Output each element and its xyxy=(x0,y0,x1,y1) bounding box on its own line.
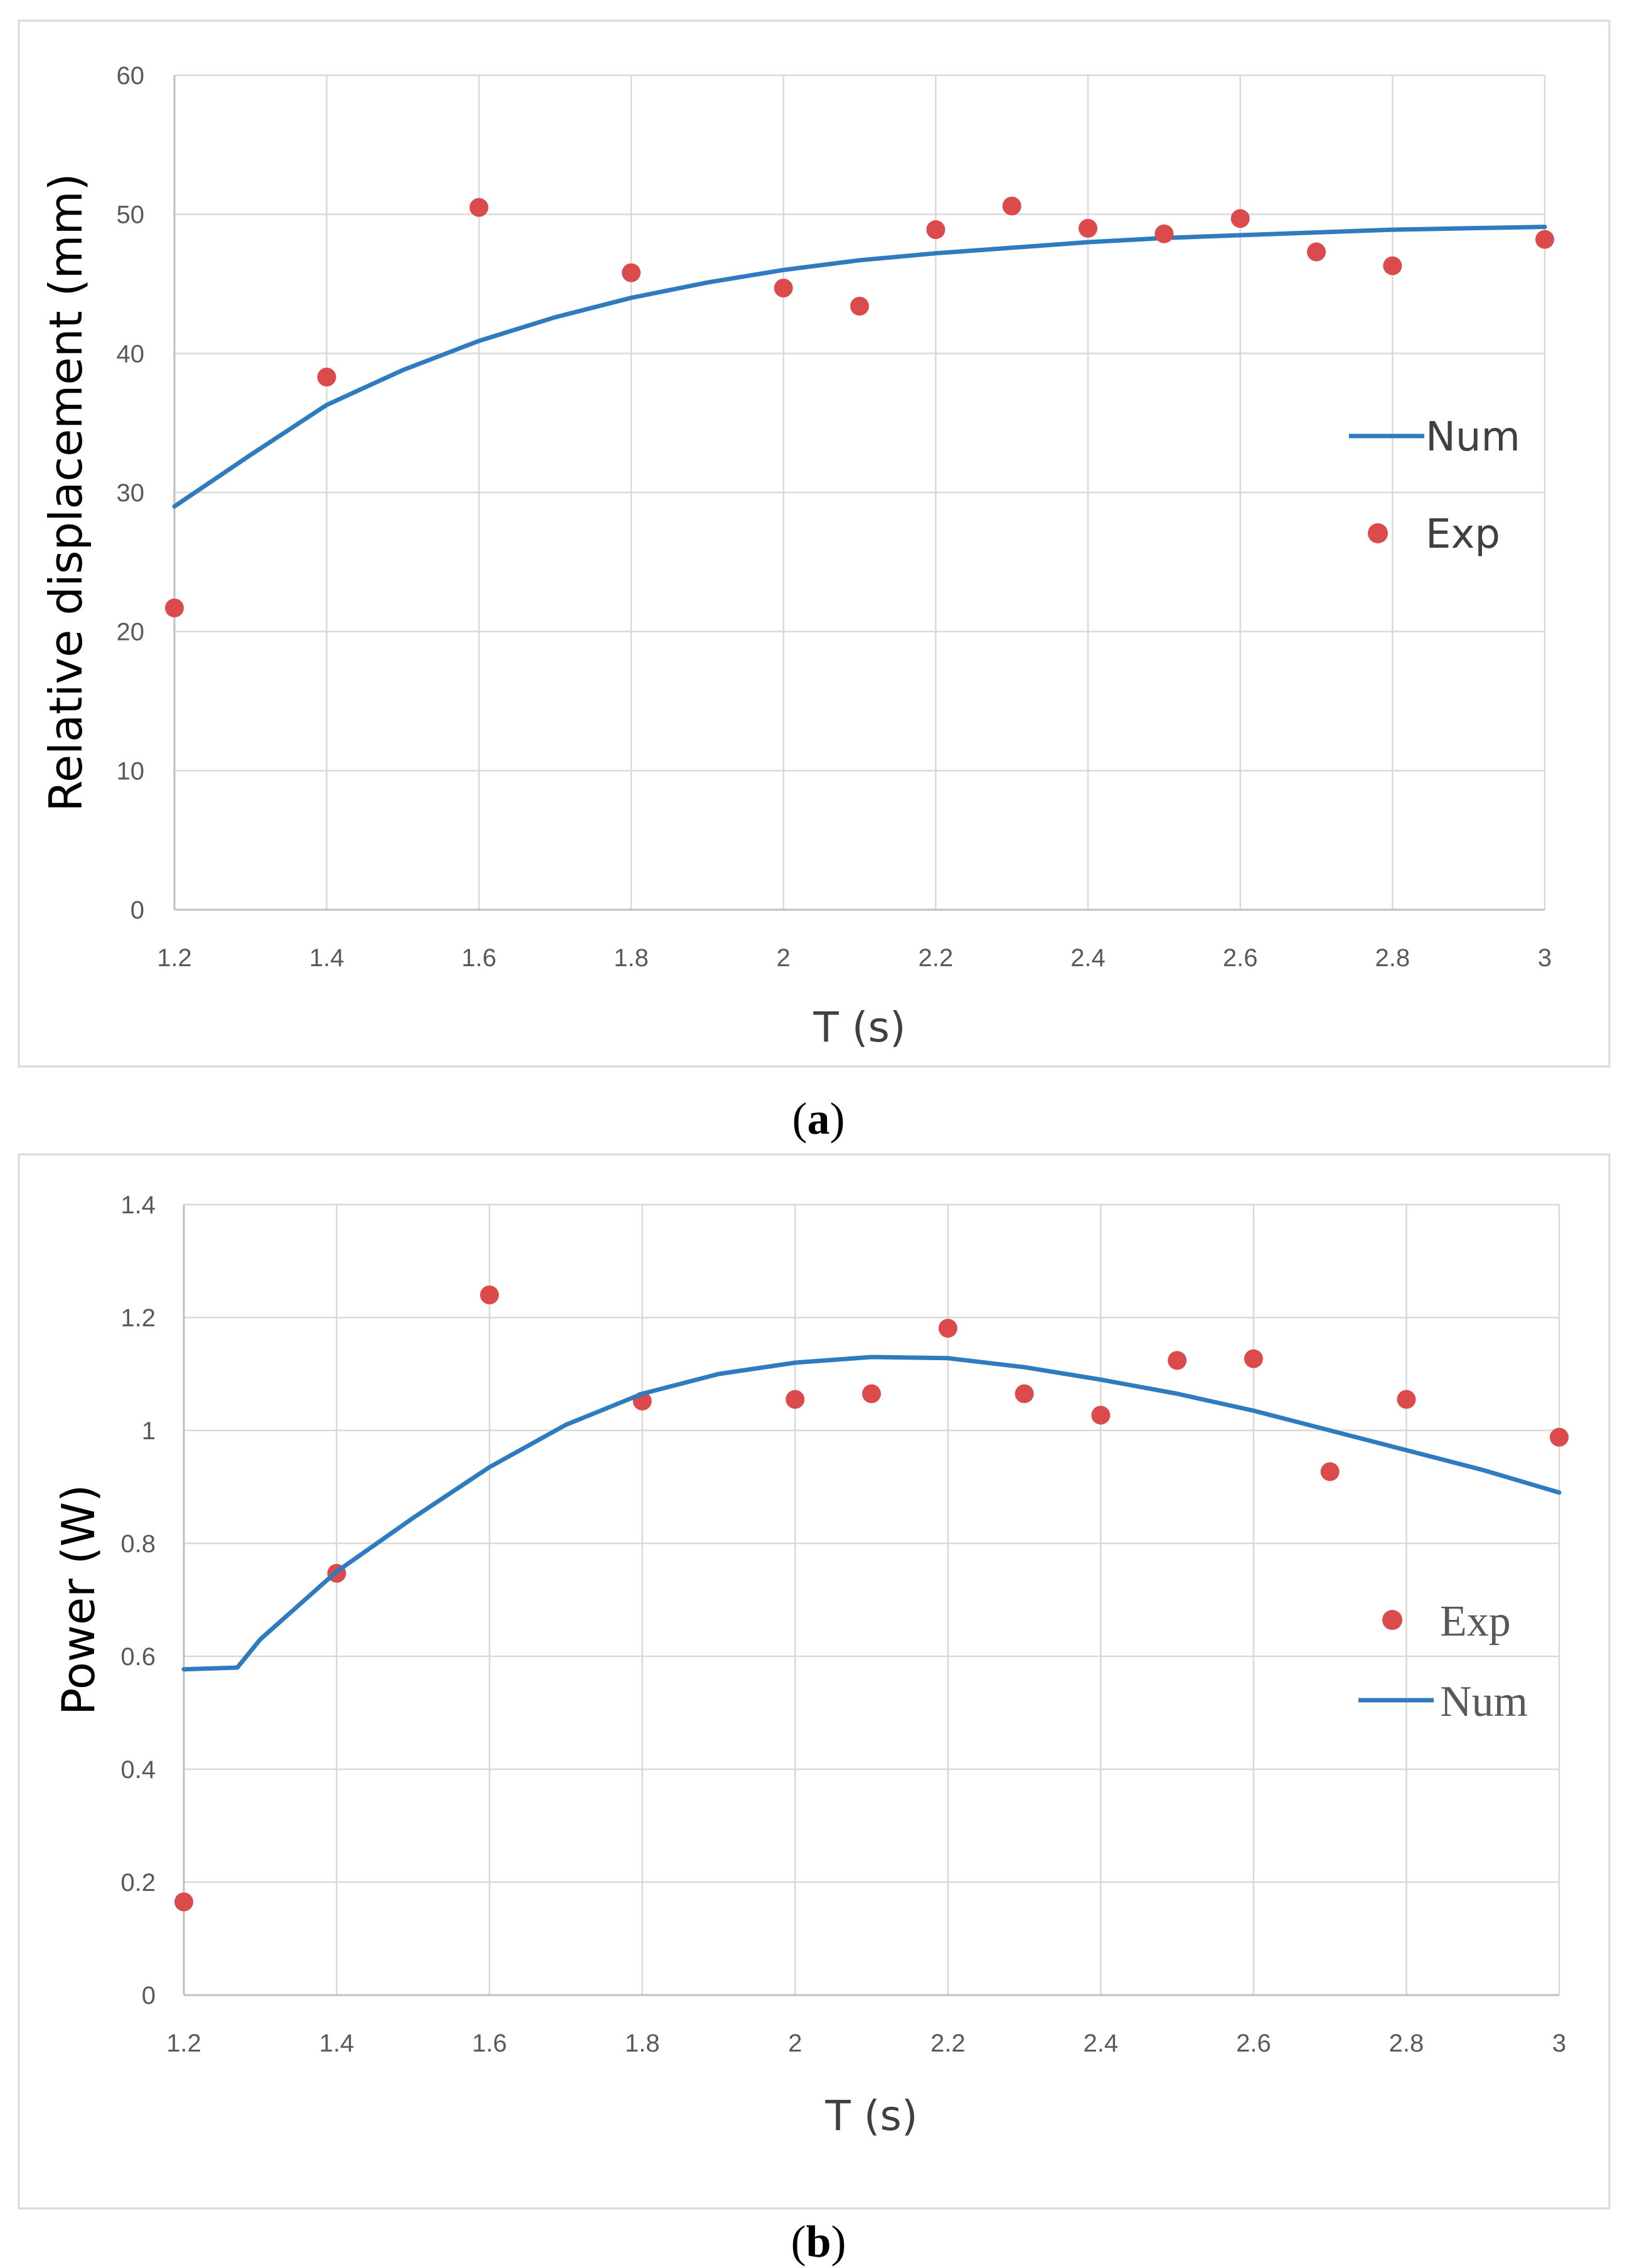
y-tick-label: 0.6 xyxy=(120,1643,156,1671)
y-tick-label: 50 xyxy=(117,201,145,229)
x-tick-label: 1.8 xyxy=(625,2030,660,2057)
x-tick-label: 1.8 xyxy=(614,944,649,972)
y-tick-label: 0 xyxy=(142,1982,156,2010)
data-point-exp xyxy=(926,220,946,240)
data-point-exp xyxy=(1535,230,1554,249)
x-tick-label: 1.4 xyxy=(319,2030,355,2057)
legend-swatch-exp xyxy=(1368,523,1388,543)
y-tick-label: 20 xyxy=(117,619,145,646)
data-point-exp xyxy=(1320,1462,1340,1481)
legend-label-num: Num xyxy=(1426,414,1520,461)
chart-frame xyxy=(18,1153,1611,2210)
y-tick-label: 0 xyxy=(131,897,144,924)
y-tick-label: 1.2 xyxy=(120,1304,156,1332)
x-tick-label: 1.6 xyxy=(472,2030,507,2057)
x-tick-label: 2.4 xyxy=(1084,2030,1119,2057)
y-axis-title: Power (W) xyxy=(52,1484,105,1715)
x-tick-label: 1.2 xyxy=(166,2030,201,2057)
power-chart: 0 0.2 0.4 0.6 0.8 1 1.2 1.4 1.2 1.4 1.6 1.8 2 2.2 2.4 2… xyxy=(18,1153,1611,2210)
x-tick-label: 1.6 xyxy=(462,944,497,972)
x-tick-label: 2.8 xyxy=(1389,2030,1424,2057)
data-point-exp xyxy=(786,1390,805,1409)
y-tick-label: 10 xyxy=(117,757,145,785)
data-point-exp xyxy=(1383,256,1402,275)
data-point-exp xyxy=(1154,224,1174,243)
x-tick-label: 2.6 xyxy=(1236,2030,1271,2057)
x-tick-label: 2.6 xyxy=(1223,944,1258,972)
x-axis-title: T (s) xyxy=(824,2092,917,2140)
data-point-exp xyxy=(469,198,489,217)
displacement-chart: 0 10 20 30 40 50 60 1.2 1.4 1.6 1.8 2 2.2 2.4 2.6 2.8 3 T… xyxy=(18,19,1611,1068)
y-tick-label: 0.8 xyxy=(120,1530,156,1558)
data-point-exp xyxy=(1015,1384,1034,1403)
data-point-exp xyxy=(317,368,336,387)
x-tick-label: 2 xyxy=(788,2030,802,2057)
data-point-exp xyxy=(938,1319,957,1338)
caption-b: (b) xyxy=(791,2217,846,2267)
x-tick-label: 2.2 xyxy=(930,2030,966,2057)
data-point-exp xyxy=(1079,218,1097,238)
y-tick-label: 0.4 xyxy=(120,1756,156,1784)
x-tick-label: 2.4 xyxy=(1070,944,1106,972)
chart-panel-b: 0 0.2 0.4 0.6 0.8 1 1.2 1.4 1.2 1.4 1.6 1.8 2 2.2 2.4 2… xyxy=(0,1136,1637,2267)
data-point-exp xyxy=(850,296,869,316)
data-point-exp xyxy=(174,1892,193,1912)
data-point-exp xyxy=(1550,1427,1569,1447)
data-point-exp xyxy=(1091,1405,1111,1425)
x-tick-label: 2.8 xyxy=(1375,944,1410,972)
x-tick-label: 1.4 xyxy=(309,944,344,972)
y-tick-label: 40 xyxy=(117,340,145,368)
chart-panel-a: 0 10 20 30 40 50 60 1.2 1.4 1.6 1.8 2 2.2 2.4 2.6 2.8 3 T… xyxy=(18,19,1611,1144)
x-tick-label: 3 xyxy=(1538,944,1552,972)
x-tick-label: 1.2 xyxy=(157,944,192,972)
data-point-exp xyxy=(165,598,184,617)
data-point-exp xyxy=(1397,1390,1416,1409)
data-point-exp xyxy=(1307,242,1326,262)
y-tick-label: 1.4 xyxy=(120,1191,156,1219)
y-tick-label: 0.2 xyxy=(120,1869,156,1897)
x-tick-label: 2 xyxy=(777,944,791,972)
legend-swatch-exp xyxy=(1382,1610,1402,1630)
data-point-exp xyxy=(1002,196,1021,216)
caption-a: (a) xyxy=(792,1094,845,1144)
data-point-exp xyxy=(622,263,641,282)
data-point-exp xyxy=(1168,1351,1187,1370)
legend-label-exp: Exp xyxy=(1440,1597,1511,1646)
legend-label-exp: Exp xyxy=(1426,511,1500,558)
legend-label-num: Num xyxy=(1440,1678,1528,1726)
y-tick-label: 30 xyxy=(117,479,145,507)
x-tick-label: 3 xyxy=(1552,2030,1566,2057)
data-point-exp xyxy=(1244,1349,1263,1368)
series-line-num xyxy=(181,1355,1562,1672)
data-point-exp xyxy=(862,1384,881,1403)
y-axis-title: Relative displacement (mm) xyxy=(40,173,92,812)
data-point-exp xyxy=(1230,209,1250,228)
series-line-num xyxy=(172,225,1547,509)
x-axis-title: T (s) xyxy=(813,1003,905,1051)
data-point-exp xyxy=(774,279,793,298)
chart-frame xyxy=(18,19,1611,1068)
y-tick-label: 60 xyxy=(117,62,145,90)
data-point-exp xyxy=(480,1286,499,1304)
y-tick-label: 1 xyxy=(142,1417,156,1445)
x-tick-label: 2.2 xyxy=(919,944,954,972)
